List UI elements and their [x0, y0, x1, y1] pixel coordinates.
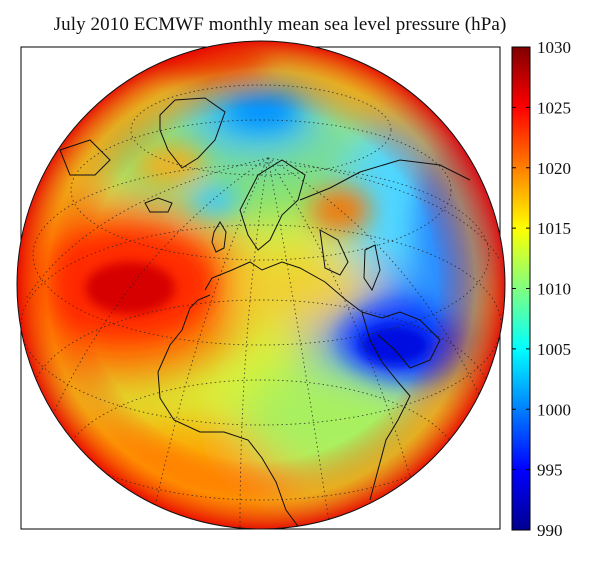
meridian-w20	[149, 157, 269, 529]
rim-highs	[17, 41, 505, 529]
meridian-0	[239, 157, 269, 529]
parallel-70	[130, 84, 392, 176]
coast-black-sea	[319, 229, 349, 276]
coast-baffin	[59, 139, 111, 176]
pressure-field	[17, 41, 505, 529]
coast-iceland	[144, 197, 173, 213]
colorbar-tick-label: 1030	[537, 38, 571, 57]
coast-russia-north	[299, 159, 471, 201]
parallel-10	[20, 224, 502, 426]
colorbar-tick-label: 1020	[537, 159, 571, 178]
coast-africa-west	[157, 294, 301, 529]
colorbar-tick-label: 995	[537, 461, 563, 480]
colorbar-tick-label: 1010	[537, 280, 571, 299]
colorbar: 990 995 1000 1005 1010 1015 1020 1025 1030	[511, 38, 571, 540]
colorbar-ticks: 990 995 1000 1005 1010 1015 1020 1025 1030	[512, 38, 571, 540]
coast-scandinavia	[239, 159, 306, 251]
coast-uk	[211, 221, 227, 253]
colorbar-tick-label: 990	[537, 521, 563, 540]
colorbar-tick-label: 1005	[537, 340, 571, 359]
coast-caspian	[363, 244, 381, 292]
colorbar-tick-label: 1000	[537, 400, 571, 419]
parallel-50	[70, 119, 452, 261]
meridian-e40	[267, 157, 421, 511]
meridian-w60	[24, 157, 269, 301]
meridian-e80	[267, 157, 501, 261]
meridian-e60	[267, 157, 491, 421]
colorbar-tick-label: 1015	[537, 219, 571, 238]
coast-greenland	[159, 97, 226, 169]
colorbar-tick-label: 1025	[537, 98, 571, 117]
chart-title: July 2010 ECMWF monthly mean sea level p…	[53, 14, 507, 35]
meridian-w40	[49, 157, 269, 421]
coast-arabia	[361, 311, 441, 369]
coast-africa-east	[361, 311, 411, 501]
coast-europe-med	[204, 261, 363, 313]
globe-outline	[16, 40, 506, 530]
parallel-30	[32, 164, 490, 346]
coastlines	[19, 97, 471, 529]
